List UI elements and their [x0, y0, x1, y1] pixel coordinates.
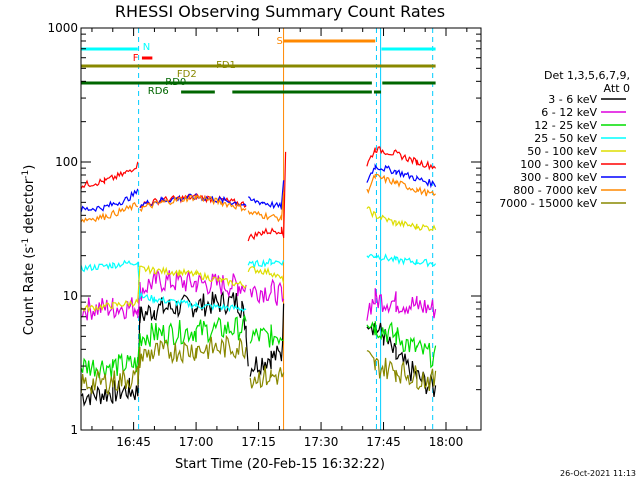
series-line-3-1: [247, 258, 285, 270]
x-axis-label: Start Time (20-Feb-15 16:32:22): [175, 457, 385, 472]
flag-label-n: N: [143, 42, 150, 53]
y-tick-label-0: 1: [70, 423, 78, 437]
legend-label-4: 50 - 100 keV: [527, 145, 597, 158]
legend-label-0: 3 - 6 keV: [548, 93, 597, 106]
y-tick-label-3: 1000: [47, 21, 78, 35]
series-line-8-2: [366, 350, 437, 391]
x-tick-label-4: 17:45: [366, 435, 401, 449]
x-tick-label-5: 18:00: [429, 435, 464, 449]
series-line-2-2: [366, 321, 437, 369]
series-line-6-0: [80, 188, 139, 213]
legend-label-3: 25 - 50 keV: [534, 132, 597, 145]
series-line-5-0: [80, 161, 139, 189]
y-axis-label: Count Rate (s-1 detector-1): [21, 165, 37, 336]
series-line-6-2: [247, 180, 285, 210]
legend-header-detectors: Det 1,3,5,6,7,9,: [544, 69, 630, 82]
series-line-7-1: [139, 194, 247, 213]
series-line-3-0: [80, 259, 247, 313]
axes: 16:45 17:00 17:15 17:30 17:45 18:00 1 10 100 1000: [47, 21, 482, 449]
series-line-0-0: [80, 290, 249, 407]
legend-label-7: 800 - 7000 keV: [513, 184, 597, 197]
legend-label-8: 7000 - 15000 keV: [499, 197, 597, 210]
flag-label-rd6: RD6: [148, 86, 169, 97]
chart-title: RHESSI Observing Summary Count Rates: [115, 2, 445, 21]
series-line-8-1: [249, 365, 285, 389]
x-tick-label-0: 16:45: [116, 435, 151, 449]
footer-timestamp: 26-Oct-2021 11:13: [560, 469, 636, 478]
flag-label-fd1: FD1: [216, 60, 236, 71]
series-lines: [80, 146, 437, 407]
flag-label-fd2: FD2: [177, 69, 197, 80]
legend-label-6: 300 - 800 keV: [520, 171, 597, 184]
x-tick-label-2: 17:15: [241, 435, 276, 449]
y-tick-label-1: 10: [63, 289, 78, 303]
series-line-3-2: [366, 253, 437, 268]
legend-label-1: 6 - 12 keV: [541, 106, 597, 119]
plot-frame: [80, 27, 482, 431]
legend-label-2: 12 - 25 keV: [534, 119, 597, 132]
flag-label-s: S: [276, 36, 282, 47]
y-tick-label-2: 100: [55, 155, 78, 169]
series-line-1-1: [249, 278, 285, 306]
flag-label-rd0: RD0: [165, 77, 186, 88]
series-line-4-1: [247, 266, 285, 284]
x-tick-label-3: 17:30: [304, 435, 339, 449]
legend-label-5: 100 - 300 keV: [520, 158, 597, 171]
series-line-7-2: [247, 192, 285, 223]
series-line-1-2: [366, 288, 437, 321]
series-line-8-0: [80, 334, 247, 396]
series-line-6-3: [366, 163, 437, 189]
series-line-2-0: [80, 314, 247, 379]
flag-label-f: F: [133, 53, 139, 64]
series-line-0-1: [249, 303, 285, 377]
series-line-2-1: [249, 324, 284, 348]
series-line-5-3: [366, 146, 437, 171]
series-line-7-0: [80, 201, 139, 224]
series-line-4-0: [80, 264, 247, 313]
legend-header-attenuator: Att 0: [604, 82, 630, 95]
series-line-0-2: [366, 322, 437, 397]
series-line-7-3: [366, 173, 436, 197]
x-tick-label-1: 17:00: [179, 435, 214, 449]
series-line-4-2: [366, 206, 437, 232]
series-line-5-2: [247, 151, 287, 242]
